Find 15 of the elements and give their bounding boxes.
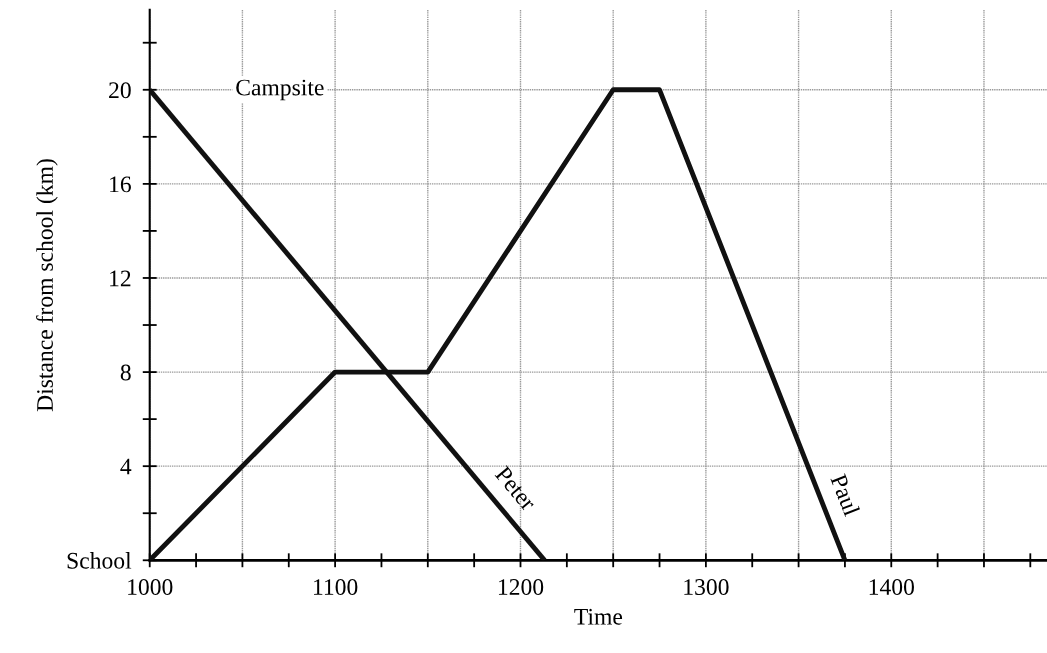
x-tick-label: 1300 — [684, 579, 729, 595]
x-tick-label: 1000 — [128, 579, 173, 595]
x-tick-label: 1100 — [314, 579, 358, 595]
y-axis-title: Distance from school (km) — [36, 159, 58, 412]
y-tick-label: 4 — [120, 458, 132, 475]
annotation: Campsite — [236, 79, 324, 101]
y-tick-label: 16 — [110, 176, 131, 193]
y-tick-label: School — [67, 552, 132, 569]
x-tick-label: 1200 — [498, 579, 544, 595]
y-tick-label: 8 — [120, 364, 131, 381]
x-axis-title: Time — [574, 608, 623, 625]
x-tick-label: 1400 — [869, 579, 914, 595]
text: Paul — [830, 472, 861, 517]
y-tick-label: 12 — [110, 270, 131, 287]
y-tick-label: 20 — [109, 82, 131, 99]
